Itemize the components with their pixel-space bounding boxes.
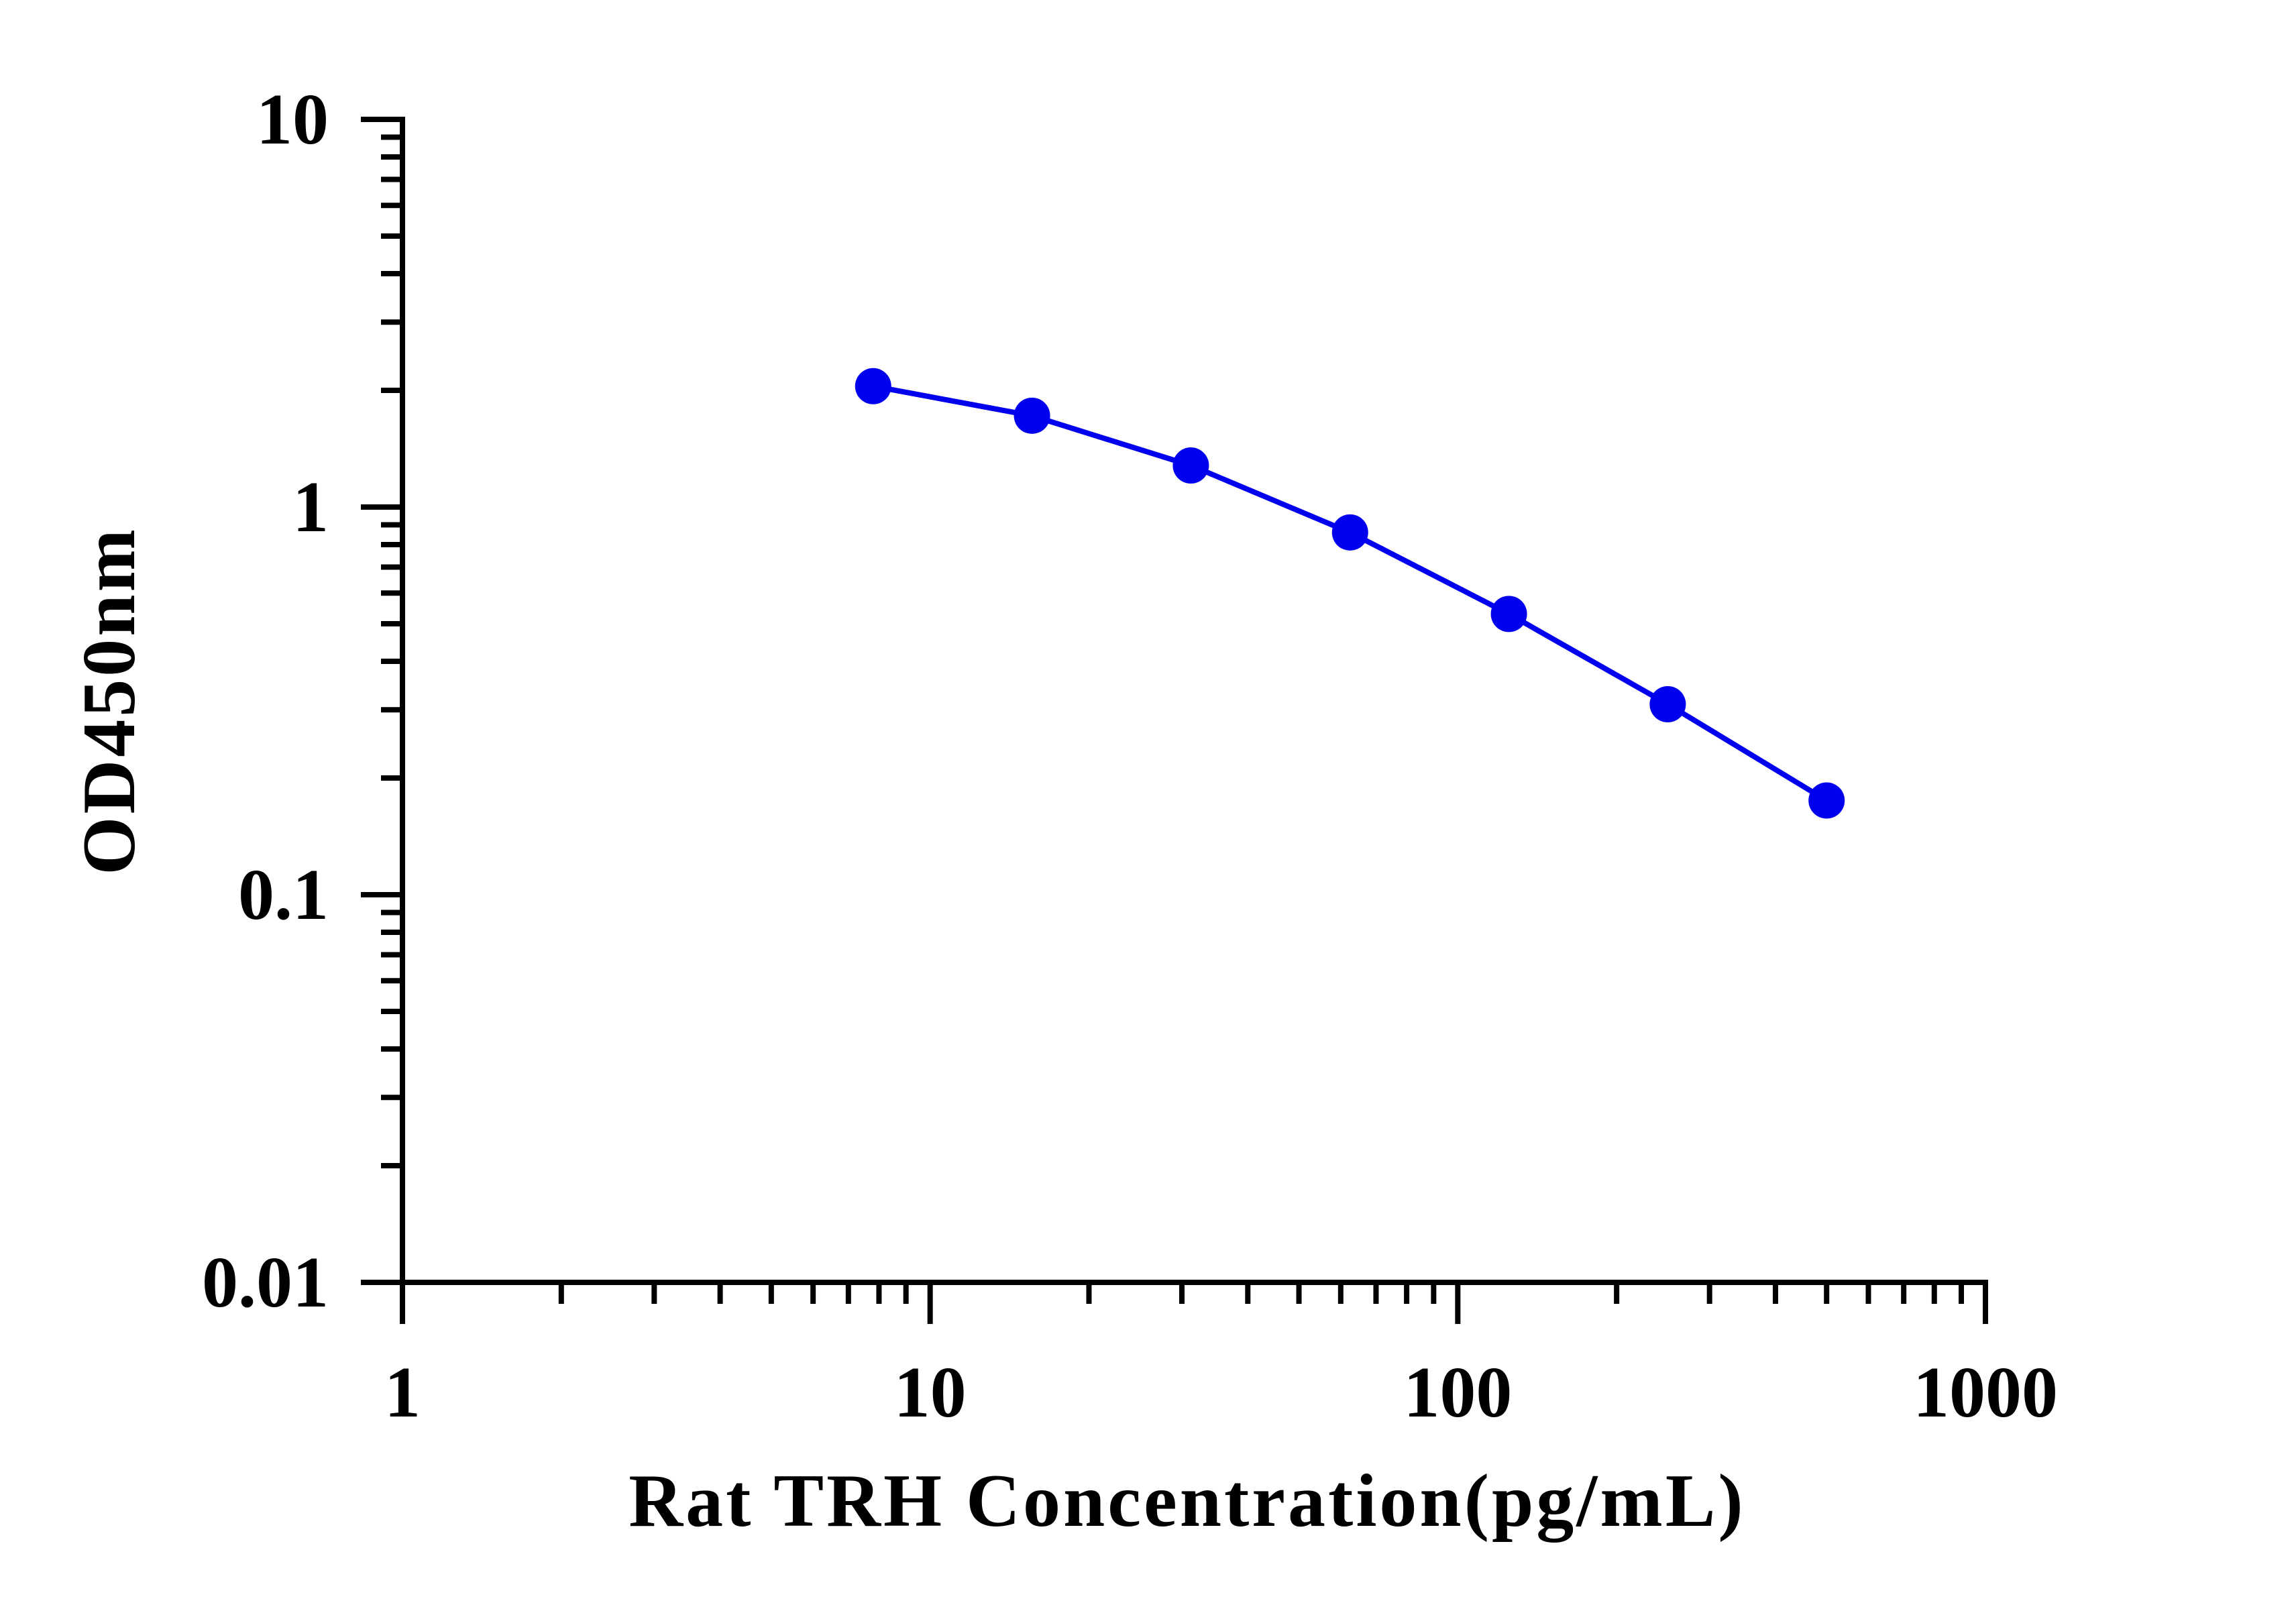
- data-point: [1490, 596, 1527, 632]
- x-tick-label: 1: [384, 1353, 421, 1433]
- x-axis-title: Rat TRH Concentration(pg/mL): [628, 1459, 1745, 1543]
- tick-labels: 1 10 100 1000 0.01 0.1 1 10: [202, 80, 2058, 1433]
- x-tick-label: 1000: [1913, 1353, 2058, 1433]
- ticks: [361, 117, 1988, 1324]
- data-point: [1331, 514, 1368, 551]
- y-tick-label: 10: [256, 80, 329, 160]
- x-tick-label: 100: [1403, 1353, 1512, 1433]
- y-tick-label: 0.1: [238, 855, 329, 935]
- axes: [400, 117, 1988, 1285]
- data-point: [1014, 397, 1050, 434]
- series-line: [873, 383, 1828, 803]
- y-tick-label: 0.01: [202, 1243, 329, 1323]
- y-tick-label: 1: [292, 467, 329, 547]
- data-point: [1172, 447, 1209, 484]
- x-tick-label: 10: [894, 1353, 967, 1433]
- data-series: [855, 368, 1845, 819]
- data-point: [855, 368, 891, 404]
- y-axis-title: OD450nm: [68, 527, 151, 875]
- data-point: [1808, 782, 1845, 819]
- data-point: [1649, 685, 1686, 722]
